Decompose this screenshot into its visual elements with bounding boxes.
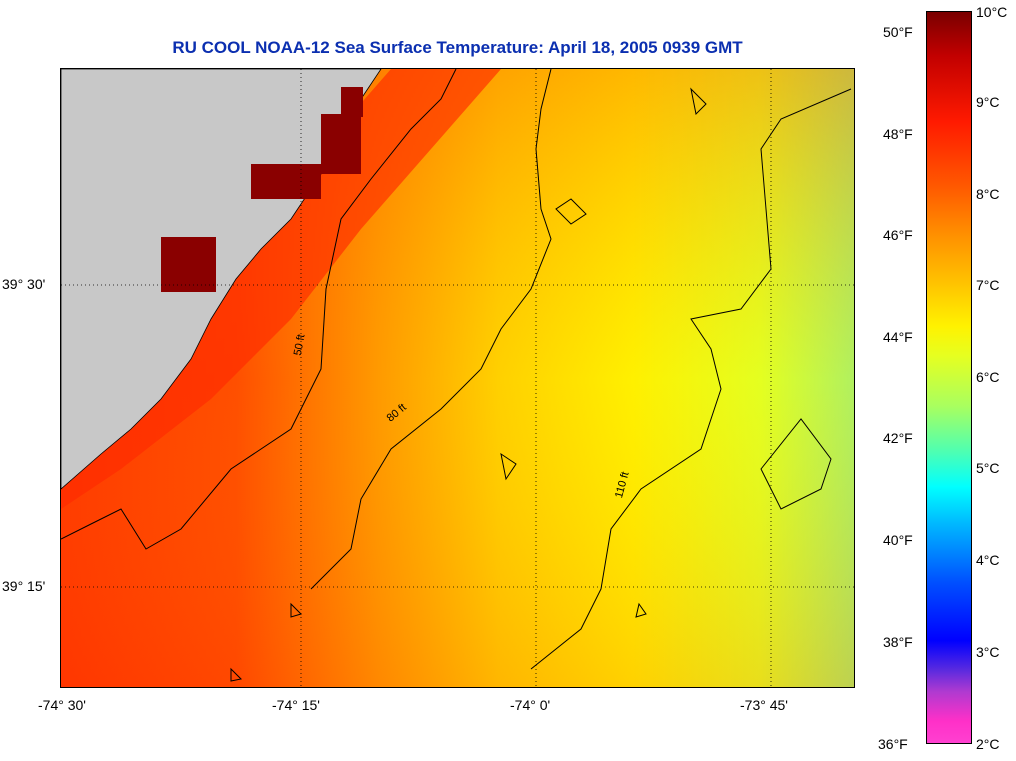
hotspot [251, 164, 321, 199]
colorbar-c-label: 9°C [976, 94, 1000, 110]
contour-110ft [530, 88, 852, 670]
temperature-colorbar [926, 11, 972, 744]
colorbar-f-label: 38°F [883, 634, 913, 650]
lon-label: -74° 15' [272, 697, 320, 713]
contour-50ft [61, 69, 457, 550]
colorbar-c-label: 8°C [976, 186, 1000, 202]
colorbar-c-label: 5°C [976, 460, 1000, 476]
contour-80ft [310, 69, 552, 590]
lat-label: 39° 15' [2, 578, 46, 594]
colorbar-c-label: 10°C [976, 4, 1008, 20]
sst-map-canvas [61, 69, 854, 687]
hotspot [161, 237, 216, 292]
colorbar-c-label: 2°C [976, 736, 1000, 752]
colorbar-c-label: 3°C [976, 644, 1000, 660]
lat-label: 39° 30' [2, 276, 46, 292]
graticule [61, 69, 854, 687]
lon-label: -74° 30' [38, 697, 86, 713]
hotspot [321, 114, 361, 174]
colorbar-f-label: 36°F [878, 736, 908, 752]
isobath-contours [61, 69, 852, 682]
contour-110ft-b [760, 418, 832, 510]
warm-coastal-band [61, 69, 501, 509]
lon-label: -74° 0' [510, 697, 551, 713]
colorbar-f-label: 46°F [883, 227, 913, 243]
lon-label: -73° 45' [740, 697, 788, 713]
sst-map[interactable]: 50 ft 80 ft 110 ft [60, 68, 855, 688]
page-title: RU COOL NOAA-12 Sea Surface Temperature:… [172, 38, 743, 57]
colorbar-f-label: 48°F [883, 126, 913, 142]
colorbar-c-label: 7°C [976, 277, 1000, 293]
colorbar-f-label: 42°F [883, 430, 913, 446]
hotspot [341, 87, 363, 117]
colorbar-f-label: 50°F [883, 24, 913, 40]
colorbar-c-label: 4°C [976, 552, 1000, 568]
colorbar-f-label: 40°F [883, 532, 913, 548]
colorbar-f-label: 44°F [883, 329, 913, 345]
colorbar-c-label: 6°C [976, 369, 1000, 385]
